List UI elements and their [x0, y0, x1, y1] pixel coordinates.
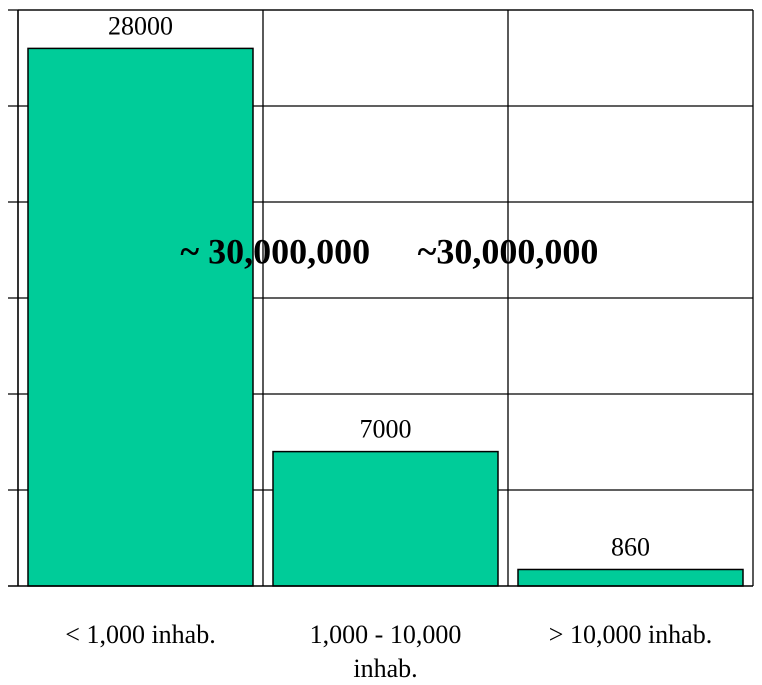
bars	[27, 47, 744, 587]
category-label-2: > 10,000 inhab.	[549, 620, 712, 649]
data-label-2: 860	[611, 532, 650, 561]
annotation-1: ~30,000,000	[418, 231, 599, 271]
data-labels: 28000 7000 860	[108, 11, 650, 561]
category-label-0: < 1,000 inhab.	[65, 620, 215, 649]
bar-2	[517, 568, 744, 587]
data-label-1: 7000	[360, 415, 412, 444]
annotations: ~ 30,000,000 ~30,000,000	[180, 231, 598, 271]
annotation-0: ~ 30,000,000	[180, 231, 370, 271]
category-label-1: 1,000 - 10,000 inhab.	[310, 620, 462, 683]
axes	[8, 9, 754, 587]
bar-1	[272, 450, 499, 587]
data-label-0: 28000	[108, 11, 173, 40]
category-labels: < 1,000 inhab. 1,000 - 10,000 inhab. > 10,0…	[65, 620, 712, 683]
bar-0	[27, 47, 254, 587]
